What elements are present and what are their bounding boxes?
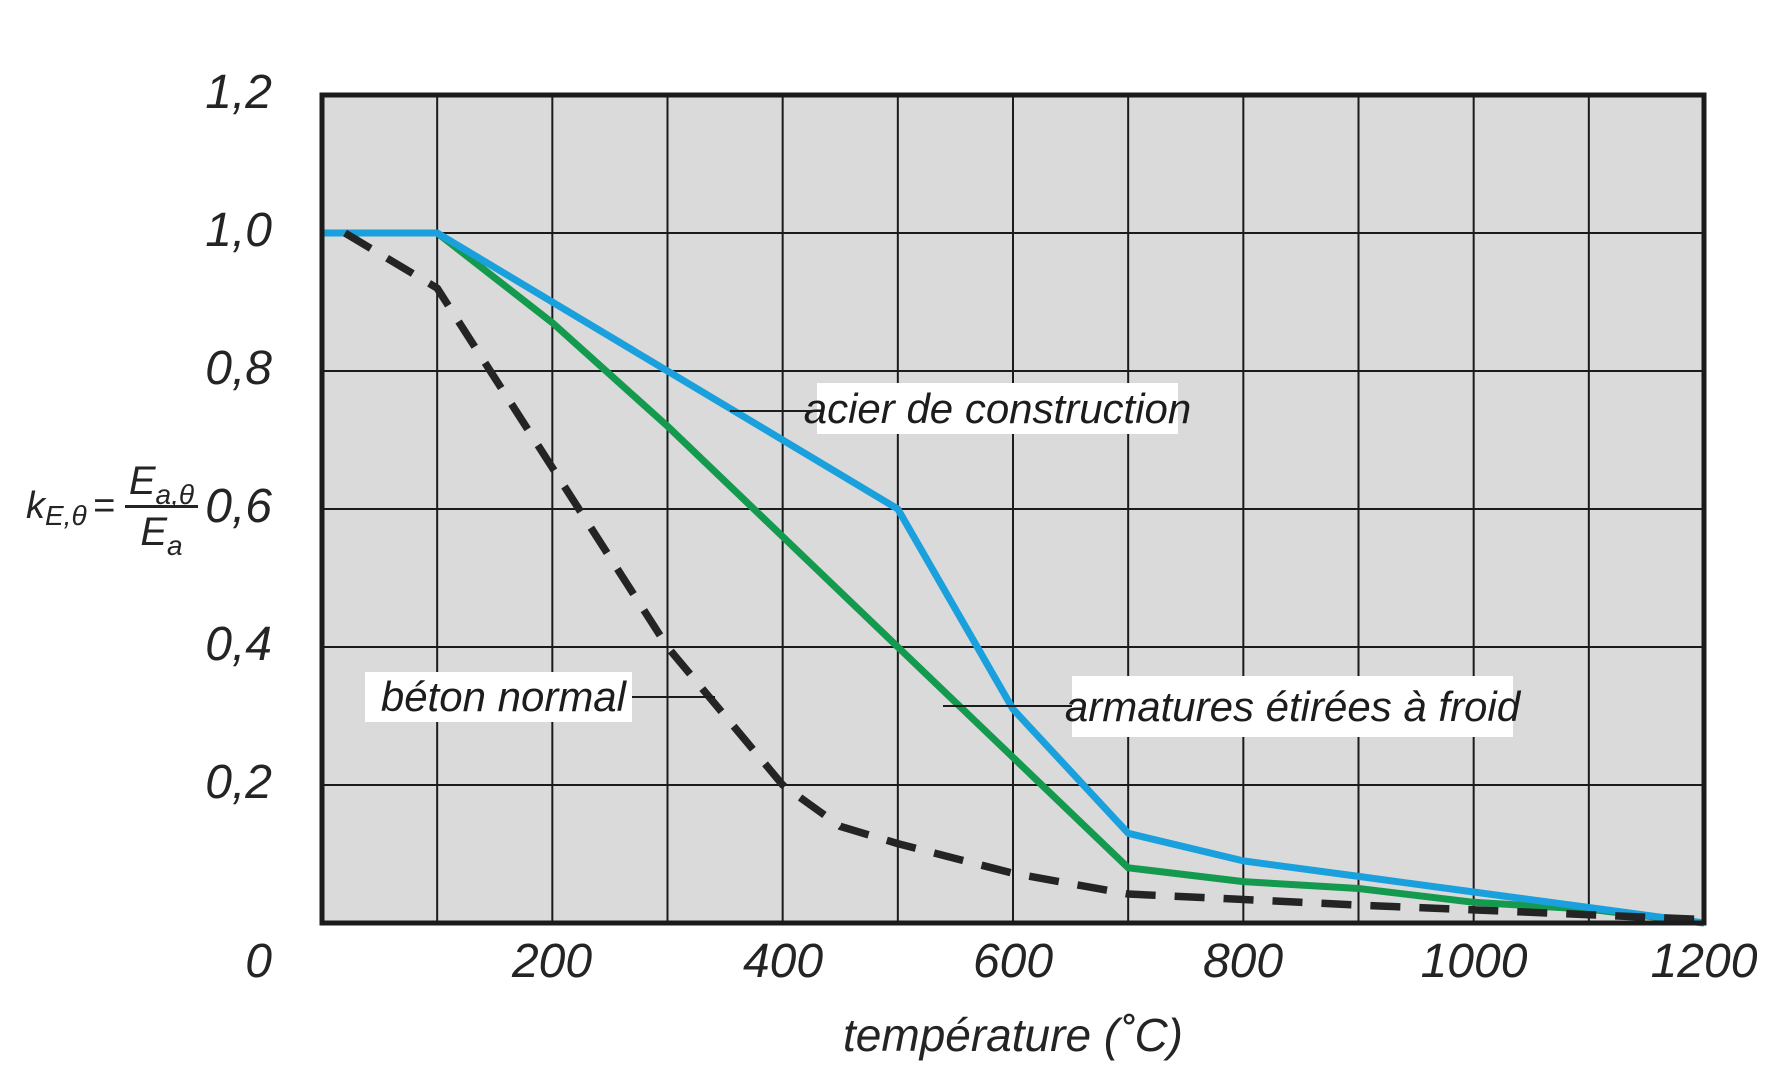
formula-k: k — [26, 484, 45, 527]
formula-equals: = — [92, 484, 115, 527]
formula-denominator-subscript: a — [167, 529, 183, 561]
plot-border — [319, 92, 1707, 926]
x-axis-title: température (˚C) — [843, 1009, 1183, 1061]
y-axis-formula: k E,θ = Ea,θ Ea — [26, 443, 199, 569]
fraction-bar — [124, 504, 199, 508]
series-line-b-ton-normal — [343, 229, 1705, 924]
formula-k-subscript: E,θ — [45, 500, 87, 531]
formula-numerator-subscript: a,θ — [155, 478, 195, 510]
series-line-armatures-tir-es-froid — [322, 229, 1705, 927]
formula-numerator: Ea,θ — [128, 458, 195, 510]
series-line-acier-de-construction — [322, 229, 1705, 927]
formula-fraction: Ea,θ Ea — [124, 458, 199, 561]
formula-denominator: Ea — [140, 509, 183, 561]
